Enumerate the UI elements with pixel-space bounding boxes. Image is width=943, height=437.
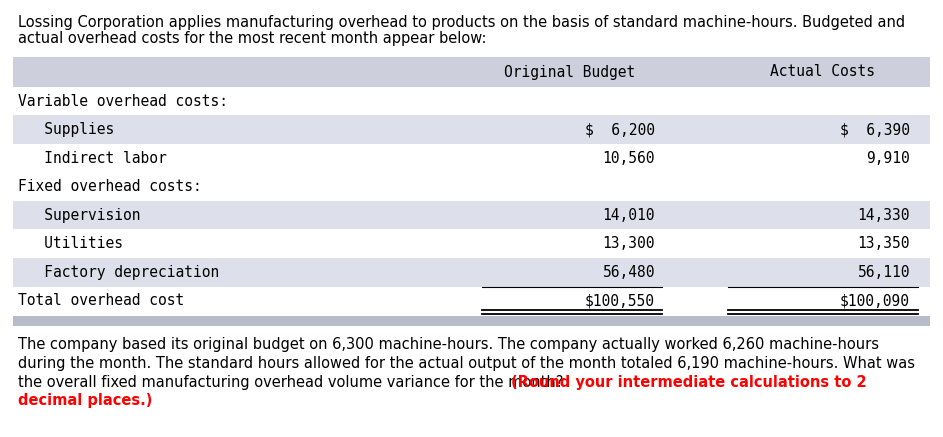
Text: 10,560: 10,560	[603, 151, 655, 166]
Text: actual overhead costs for the most recent month appear below:: actual overhead costs for the most recen…	[18, 31, 487, 46]
Bar	[13, 258, 930, 287]
Bar	[13, 201, 930, 229]
Text: 14,330: 14,330	[857, 208, 910, 223]
Text: (Round your intermediate calculations to 2: (Round your intermediate calculations to…	[511, 375, 867, 389]
Text: $100,090: $100,090	[840, 293, 910, 308]
Text: Variable overhead costs:: Variable overhead costs:	[18, 94, 228, 109]
Text: 9,910: 9,910	[867, 151, 910, 166]
Text: Supplies: Supplies	[18, 122, 114, 137]
Bar	[13, 57, 930, 87]
Text: decimal places.): decimal places.)	[18, 393, 153, 408]
Text: Supervision: Supervision	[18, 208, 141, 223]
Text: Total overhead cost: Total overhead cost	[18, 293, 184, 308]
Text: The company based its original budget on 6,300 machine-hours. The company actual: The company based its original budget on…	[18, 337, 879, 353]
Bar	[13, 316, 930, 326]
Text: 13,350: 13,350	[857, 236, 910, 251]
Text: $  6,390: $ 6,390	[840, 122, 910, 137]
Text: Lossing Corporation applies manufacturing overhead to products on the basis of s: Lossing Corporation applies manufacturin…	[18, 15, 905, 30]
Text: Fixed overhead costs:: Fixed overhead costs:	[18, 179, 202, 194]
Text: 13,300: 13,300	[603, 236, 655, 251]
Text: during the month. The standard hours allowed for the actual output of the month : during the month. The standard hours all…	[18, 356, 915, 371]
Text: 14,010: 14,010	[603, 208, 655, 223]
Text: 56,110: 56,110	[857, 265, 910, 280]
Text: Indirect labor: Indirect labor	[18, 151, 167, 166]
Text: Factory depreciation: Factory depreciation	[18, 265, 220, 280]
Text: Actual Costs: Actual Costs	[770, 65, 875, 80]
Text: $  6,200: $ 6,200	[585, 122, 655, 137]
Text: Original Budget: Original Budget	[505, 65, 636, 80]
Text: the overall fixed manufacturing overhead volume variance for the month?: the overall fixed manufacturing overhead…	[18, 375, 568, 389]
Text: 56,480: 56,480	[603, 265, 655, 280]
Text: $100,550: $100,550	[585, 293, 655, 308]
Bar	[13, 115, 930, 144]
Text: Utilities: Utilities	[18, 236, 123, 251]
